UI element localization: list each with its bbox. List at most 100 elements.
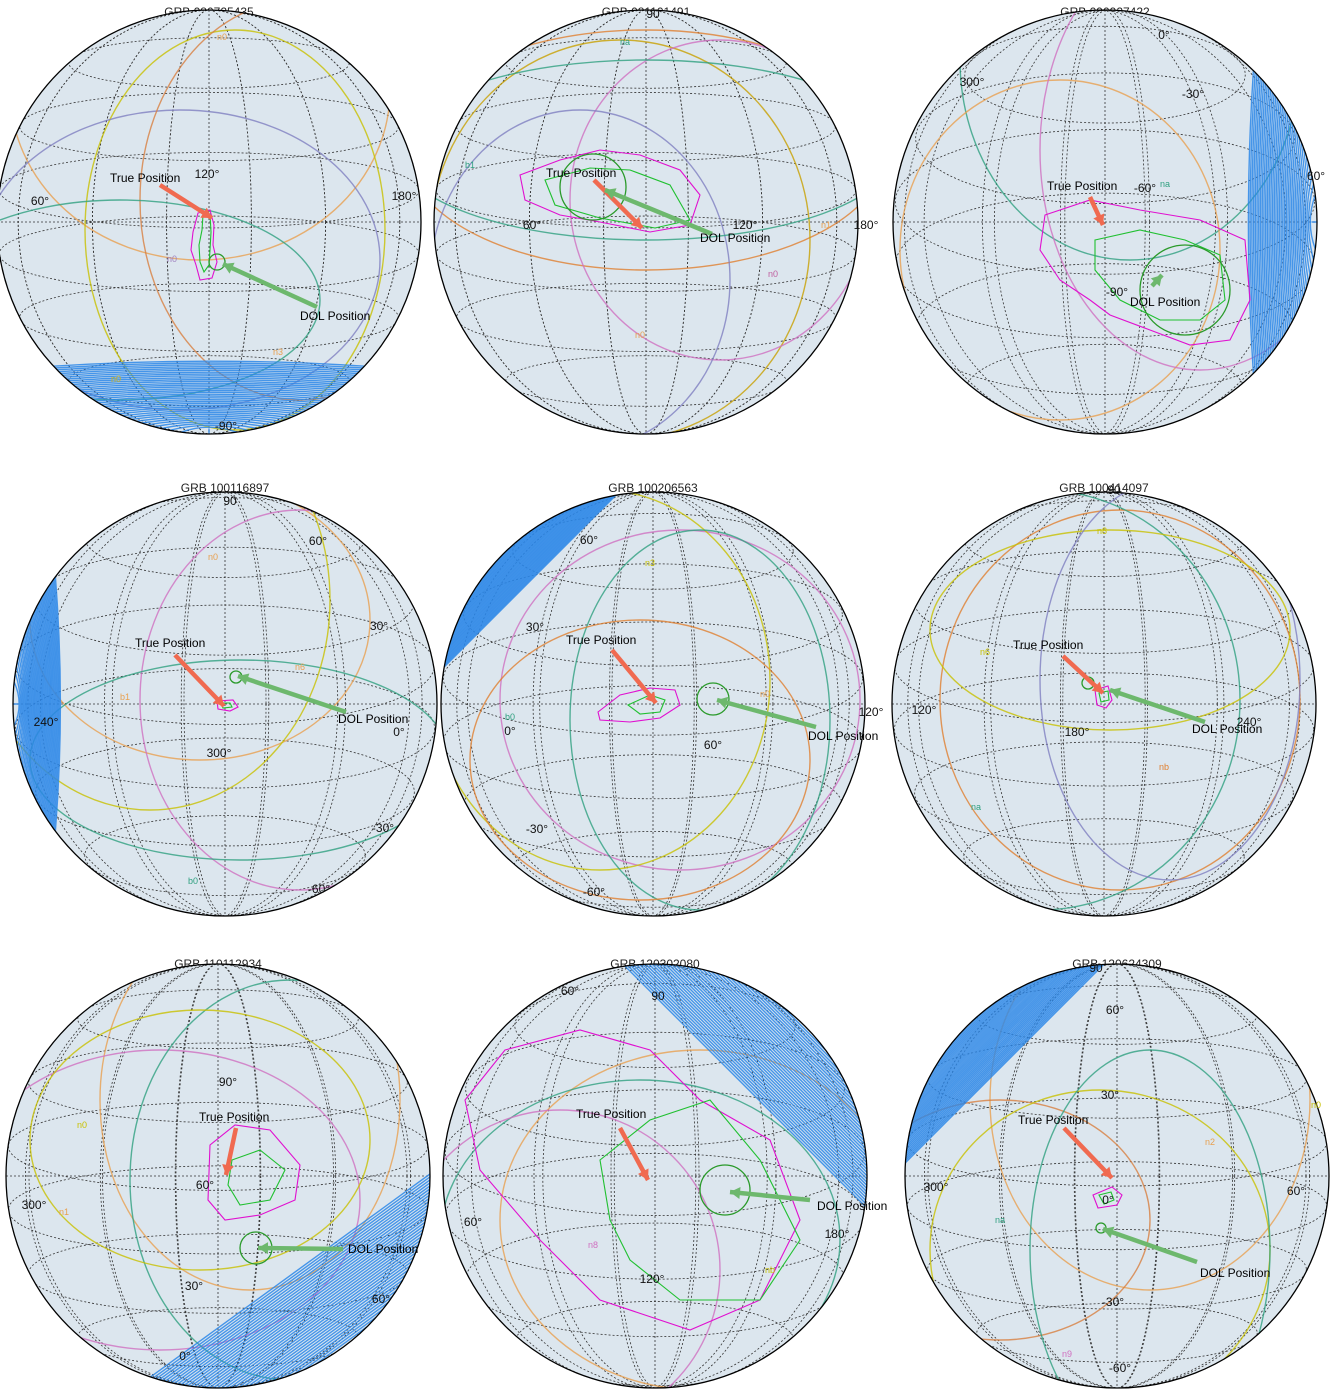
earth-occultation-hatch	[914, 973, 1055, 1114]
grid-label: -60°	[1109, 1361, 1131, 1375]
grid-label: 30°	[526, 620, 544, 634]
longitude-line	[611, 492, 697, 916]
earth-occultation-hatch	[39, 599, 47, 809]
grid-label: 90	[646, 7, 660, 21]
grid-label: 120°	[859, 705, 884, 719]
earth-occultation-hatch	[38, 601, 46, 807]
earth-occultation-hatch	[754, 988, 843, 1077]
earth-occultation-hatch	[30, 617, 38, 791]
earth-occultation-hatch	[456, 507, 574, 625]
earth-occultation-hatch	[445, 496, 608, 659]
earth-occultation-hatch	[747, 985, 846, 1084]
earth-occultation-hatch	[627, 965, 866, 1204]
earth-occultation-hatch	[910, 969, 1066, 1125]
grid-label: 180°	[825, 1227, 850, 1241]
earth-occultation-hatch	[20, 646, 27, 762]
grid-label: 120°	[195, 167, 220, 181]
earth-occultation-hatch	[449, 500, 592, 643]
earth-occultation-hatch	[444, 495, 613, 664]
earth-occultation-hatch	[694, 967, 864, 1137]
globe-contents	[893, 10, 1317, 434]
earth-occultation-hatch	[639, 964, 867, 1192]
latitude-line	[963, 818, 1245, 895]
earth-occultation-hatch	[44, 591, 51, 817]
earth-occultation-hatch	[173, 1198, 430, 1385]
earth-occultation-hatch	[155, 1179, 430, 1380]
earth-occultation-hatch	[446, 497, 604, 655]
earth-occultation-hatch	[447, 498, 600, 651]
earth-occultation-hatch	[933, 992, 1012, 1071]
earth-occultation-hatch	[1292, 134, 1299, 310]
earth-occultation-hatch	[248, 1269, 409, 1387]
earth-occultation-hatch	[169, 424, 249, 432]
grid-label: 30°	[185, 1279, 203, 1293]
earth-occultation-hatch	[459, 510, 566, 617]
grid-label: 0°	[393, 725, 405, 739]
true-position-label: True Position	[1013, 638, 1083, 652]
earth-occultation-hatch	[50, 583, 57, 825]
detector-ring	[441, 492, 771, 871]
earth-occultation-hatch	[259, 1279, 404, 1385]
earth-occultation-hatch	[1306, 175, 1313, 269]
detector-label: b1	[465, 160, 475, 170]
earth-occultation-hatch	[1271, 98, 1279, 346]
earth-occultation-hatch	[253, 1274, 406, 1386]
detector-label: n8	[1097, 526, 1107, 536]
dol-error-circle	[208, 253, 226, 271]
earth-occultation-hatch	[18, 654, 25, 754]
earth-occultation-hatch	[225, 1248, 418, 1388]
earth-occultation-hatch	[715, 972, 859, 1116]
earth-occultation-hatch	[303, 1316, 377, 1371]
earth-occultation-hatch	[908, 967, 1077, 1136]
globe-border	[0, 9, 422, 435]
dol-position-label: DOL Position	[300, 309, 370, 323]
grid-label: 180°	[854, 218, 879, 232]
earth-occultation-hatch	[205, 1228, 424, 1388]
earth-occultation-hatch	[1299, 151, 1306, 293]
earth-occultation-hatch	[725, 975, 856, 1106]
earth-occultation-hatch	[917, 976, 1046, 1105]
earth-occultation-hatch	[928, 987, 1021, 1080]
earth-occultation-hatch	[458, 509, 569, 620]
grid-label: 120°	[912, 703, 937, 717]
earth-occultation-hatch	[152, 1176, 430, 1379]
earth-occultation-hatch	[449, 500, 594, 645]
true-position-arrow-head	[212, 694, 224, 706]
earth-occultation-hatch	[1275, 103, 1282, 341]
longitude-line	[183, 492, 270, 916]
dol-position-arrow-head	[605, 188, 617, 200]
true-position-arrow-shaft	[1062, 1126, 1114, 1180]
grid-label: 240°	[1237, 715, 1262, 729]
earth-occultation-hatch	[909, 968, 1074, 1133]
earth-occultation-hatch	[14, 672, 21, 736]
earth-occultation-hatch	[55, 362, 363, 369]
earth-occultation-hatch	[445, 496, 610, 661]
earth-occultation-hatch	[37, 603, 44, 805]
detector-ring	[99, 964, 401, 1291]
detector-label: nb	[1159, 762, 1169, 772]
dol-position-arrow-head	[223, 262, 235, 274]
globe-border	[5, 963, 431, 1389]
earth-occultation-hatch	[238, 1260, 413, 1388]
earth-occultation-hatch	[118, 408, 300, 415]
earth-occultation-hatch	[453, 504, 581, 632]
detector-label: n0	[217, 32, 227, 42]
earth-occultation-hatch	[741, 982, 849, 1090]
earth-occultation-hatch	[315, 1326, 368, 1365]
earth-occultation-hatch	[265, 1284, 401, 1384]
true-position-label: True Position	[566, 633, 636, 647]
earth-occultation-hatch	[1300, 156, 1308, 288]
grid-label: 60°	[523, 218, 541, 232]
detector-label: n0	[167, 254, 177, 264]
contour-inner	[198, 213, 212, 274]
detector-ring	[905, 1099, 1151, 1341]
contour-outer	[190, 209, 218, 281]
contour-inner	[1094, 229, 1226, 321]
latitude-line	[512, 513, 794, 590]
panel-title: GRB 100116897	[181, 481, 270, 495]
earth-occultation-hatch	[906, 965, 1087, 1146]
earth-occultation-hatch	[926, 985, 1025, 1084]
earth-occultation-hatch	[278, 1295, 393, 1380]
